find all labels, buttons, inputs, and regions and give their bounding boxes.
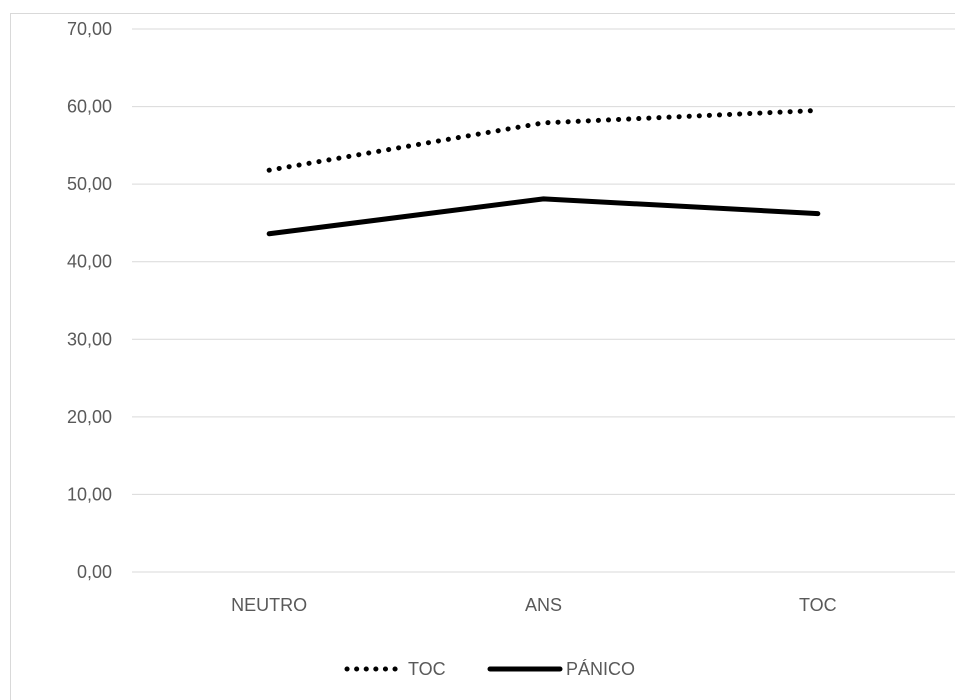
series-line-0 — [266, 107, 821, 173]
legend: TOC PÁNICO — [344, 659, 635, 679]
y-tick-label: 0,00 — [77, 562, 112, 582]
y-tick-label: 20,00 — [67, 407, 112, 427]
series-lines — [266, 107, 821, 237]
grid-lines — [132, 28, 955, 573]
y-tick-label: 50,00 — [67, 174, 112, 194]
chart-frame — [10, 13, 955, 700]
y-tick-label: 70,00 — [67, 19, 112, 39]
y-tick-label: 60,00 — [67, 97, 112, 117]
y-axis-tick-labels: 0,00 10,00 20,00 30,00 40,00 50,00 60,00 70,00 — [67, 19, 112, 582]
x-tick-label: NEUTRO — [231, 595, 307, 615]
y-tick-label: 40,00 — [67, 252, 112, 272]
x-axis-tick-labels: NEUTRO ANS TOC — [231, 595, 837, 615]
x-tick-label: ANS — [525, 595, 562, 615]
legend-label-0: TOC — [408, 659, 446, 679]
y-tick-label: 30,00 — [67, 329, 112, 349]
legend-label-1: PÁNICO — [566, 659, 635, 679]
y-tick-label: 10,00 — [67, 484, 112, 504]
x-tick-label: TOC — [799, 595, 837, 615]
series-line-1 — [266, 196, 821, 237]
